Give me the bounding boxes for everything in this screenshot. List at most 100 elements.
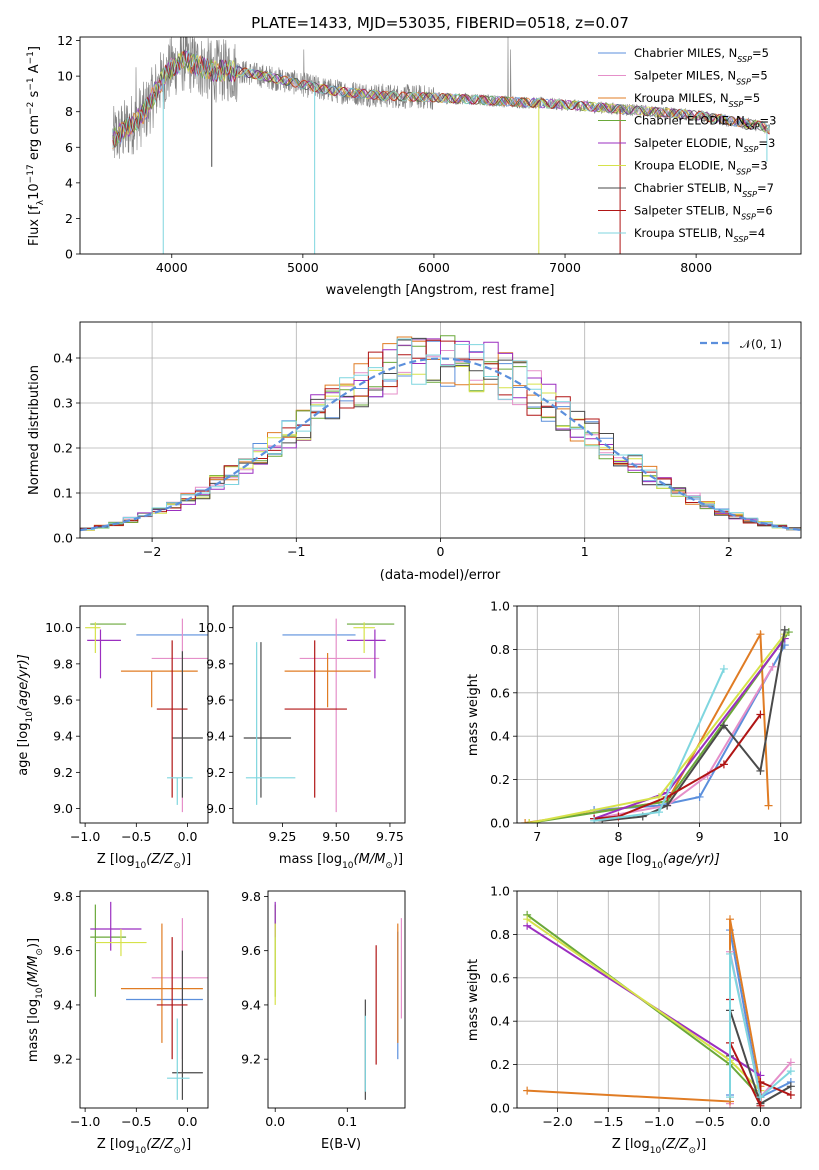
error-bar: [284, 653, 371, 708]
plot-area: [80, 335, 801, 532]
x-tick-label: 5000: [287, 260, 319, 275]
x-tick-label: 6000: [418, 260, 450, 275]
mass-vs-EBV-panel: 0.0 0.1 9.2 9.4 9.6 9.8 E(B-V): [241, 889, 406, 1152]
spectrum-panel: 4000 5000 6000 7000 8000 0 2 4 6 8 10 12 wavelength …: [26, 33, 802, 298]
y-tick-label: 8: [65, 104, 73, 119]
weight-marker: [726, 915, 734, 924]
y-tick-label: 9.8: [53, 656, 73, 671]
x-axis-label: wavelength [Angstrom, rest frame]: [326, 283, 555, 298]
y-tick-label: 9.8: [206, 656, 226, 671]
plot-area: [243, 618, 395, 813]
residuals-panel: −2 −1 0 1 2 0.0 0.1 0.2 0.3 0.4 (data-model)/error…: [27, 321, 802, 583]
axes-frame: [79, 890, 209, 1109]
error-bar: [172, 651, 203, 798]
x-axis-label: mass [log10(M/M⊙)]: [279, 852, 403, 871]
x-tick-label: 0.0: [178, 1114, 198, 1129]
y-tick-label: 0.8: [490, 642, 510, 657]
weight-line: [602, 629, 786, 822]
weight-marker: [521, 819, 530, 823]
mass-vs-Z-panel: −1.0 −0.5 0.0 9.2 9.4 9.6 9.8 Z [log10(Z/Z⊙)] ma…: [26, 889, 209, 1156]
error-bar: [167, 777, 193, 805]
weight-marker: [523, 1086, 532, 1095]
weight-marker: [786, 1067, 795, 1076]
error-bar: [156, 640, 188, 798]
y-tick-label: 9.2: [206, 765, 226, 780]
weight-marker: [523, 915, 532, 924]
weight-marker: [780, 625, 789, 634]
error-bar: [120, 670, 198, 708]
y-tick-label: 9.2: [53, 1052, 73, 1067]
error-bar: [245, 642, 296, 805]
legend-label: Chabrier ELODIE, NSSP=3: [634, 114, 776, 132]
y-tick-label: 9.4: [53, 729, 73, 744]
weight-marker: [756, 710, 765, 719]
y-tick-label: 0.0: [490, 816, 510, 831]
y-tick-label: 0.0: [53, 531, 73, 546]
plot-area: [90, 901, 208, 1100]
model-spectrum: [112, 53, 770, 147]
weight-marker: [786, 1058, 795, 1067]
y-tick-label: 9.6: [53, 943, 73, 958]
x-tick-label: 0: [437, 544, 445, 559]
x-tick-label: 8: [614, 829, 622, 844]
y-tick-label: 6: [65, 140, 73, 155]
x-tick-label: −1.0: [70, 1114, 100, 1129]
plot-area: [85, 618, 208, 813]
y-tick-label: 1.0: [490, 599, 510, 614]
x-axis-label: Z [log10(Z/Z⊙)]: [97, 852, 191, 871]
y-tick-label: 10.0: [198, 620, 226, 635]
weight-marker: [768, 662, 777, 671]
y-tick-label: 9.0: [53, 801, 73, 816]
y-tick-label: 9.6: [241, 943, 261, 958]
weight-marker: [655, 808, 663, 817]
error-bar: [156, 937, 188, 1060]
y-tick-label: 0.2: [490, 772, 510, 787]
y-tick-label: 9.6: [53, 693, 73, 708]
error-bar: [353, 622, 375, 654]
weight-marker: [756, 1093, 765, 1102]
weight-line: [729, 953, 792, 1100]
error-bar: [87, 629, 121, 679]
legend-label: 𝒩(0, 1): [740, 337, 782, 351]
x-axis-label: Z [log10(Z/Z⊙)]: [612, 1137, 706, 1156]
legend-label: Kroupa MILES, NSSP=5: [634, 91, 760, 109]
error-bar: [299, 618, 380, 813]
weight-marker: [726, 1093, 734, 1102]
x-tick-label: 4000: [156, 260, 188, 275]
y-tick-label: 0.3: [53, 396, 73, 411]
x-tick-label: −0.5: [121, 829, 151, 844]
legend-label: Salpeter STELIB, NSSP=6: [634, 204, 773, 222]
x-tick-label: −0.5: [695, 1114, 725, 1129]
error-bar: [284, 640, 347, 798]
x-tick-label: −1.0: [644, 1114, 674, 1129]
legend-label: Salpeter ELODIE, NSSP=3: [634, 136, 775, 154]
y-axis-label: Flux [fλ10−17 erg cm−2 s−1 A−1]: [26, 46, 46, 246]
axes-frame: [232, 605, 406, 824]
weight-marker: [786, 1082, 795, 1091]
y-tick-label: 9.4: [241, 997, 261, 1012]
y-tick-label: 2: [65, 211, 73, 226]
x-tick-label: 10: [773, 829, 789, 844]
legend-label: Salpeter MILES, NSSP=5: [634, 69, 768, 87]
x-tick-label: 2: [725, 544, 733, 559]
weight-marker: [756, 1101, 765, 1108]
axes-frame: [79, 36, 802, 255]
y-axis-label: mass [log10(M/M⊙)]: [26, 938, 45, 1062]
y-tick-label: 9.0: [206, 801, 226, 816]
y-tick-label: 0.6: [490, 685, 510, 700]
y-tick-label: 4: [65, 175, 73, 190]
y-tick-label: 10.0: [45, 620, 73, 635]
weight-marker: [756, 630, 765, 639]
x-tick-label: 7000: [549, 260, 581, 275]
normal-curve: [80, 357, 801, 532]
legend-label: Kroupa ELODIE, NSSP=3: [634, 159, 768, 177]
weight-marker: [786, 1090, 795, 1099]
model-spectrum: [112, 49, 770, 148]
x-tick-label: −2.0: [542, 1114, 572, 1129]
weight-marker: [525, 819, 534, 823]
y-tick-label: 0.1: [53, 486, 73, 501]
y-axis-label: age [log10(age/yr)]: [16, 654, 35, 776]
weight-marker: [764, 801, 773, 810]
weight-vs-Z-panel: −2.0 −1.5 −1.0 −0.5 0.0 0.0 0.2 0.4 0.6 0.8 1.0 Z […: [466, 884, 802, 1156]
